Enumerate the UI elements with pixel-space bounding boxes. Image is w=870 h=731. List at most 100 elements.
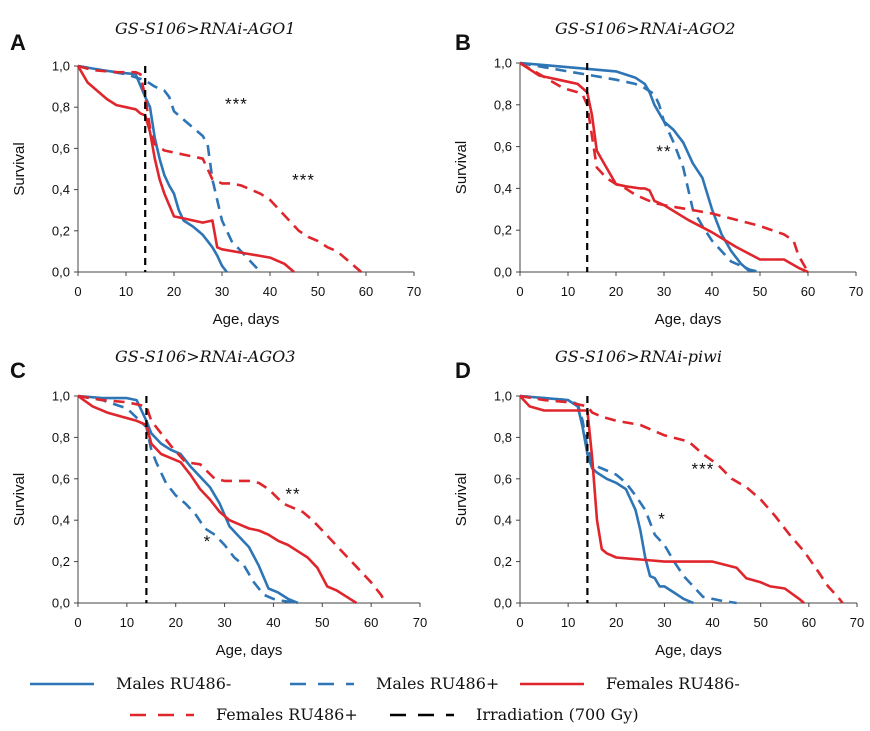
- panels: A GS-S106>RNAi-AGO1 0,0 0,2 0,4 0,6 0,8 1,0 0 10 2…: [10, 19, 864, 659]
- x-tick-label: 10: [561, 284, 575, 299]
- series-line-females-ru486minus: [77, 394, 358, 605]
- y-tick-label: 0,8: [52, 100, 70, 115]
- panel-a: A GS-S106>RNAi-AGO1 0,0 0,2 0,4 0,6 0,8 1,0 0 10 2…: [10, 19, 421, 328]
- panel-title: GS-S106>RNAi-AGO1: [115, 19, 295, 38]
- y-tick-label: 0,0: [52, 596, 70, 611]
- x-tick-label: 0: [516, 284, 523, 299]
- legend-item-females-plus: Females RU486+: [130, 705, 358, 724]
- y-axis-label: Survival: [11, 473, 28, 526]
- panel-b: B GS-S106>RNAi-AGO2 0,0 0,2 0,4 0,6 0,8 1,0 0 10 2…: [453, 19, 863, 328]
- y-tick-label: 1,0: [494, 56, 512, 71]
- panel-c: C GS-S106>RNAi-AGO3 0,0 0,2 0,4 0,6 0,8 1,0 0 10 2…: [10, 347, 427, 659]
- y-tick-label: 0,4: [52, 182, 70, 197]
- significance-annotation: **: [285, 485, 300, 504]
- y-tick-label: 0,2: [52, 223, 70, 238]
- x-tick-label: 50: [753, 284, 767, 299]
- panel-title: GS-S106>RNAi-piwi: [555, 347, 722, 366]
- x-axis-label: Age, days: [213, 311, 280, 328]
- y-axis-label: Survival: [453, 141, 470, 194]
- y-tick-label: 1,0: [52, 59, 70, 74]
- x-tick-label: 0: [74, 284, 81, 299]
- panel-letter: A: [10, 30, 26, 55]
- x-tick-label: 70: [849, 284, 863, 299]
- significance-annotation: **: [656, 142, 671, 161]
- y-tick-label: 0,6: [52, 141, 70, 156]
- x-tick-label: 60: [359, 284, 373, 299]
- y-tick-label: 0,8: [52, 430, 70, 445]
- panel-d: D GS-S106>RNAi-piwi 0,0 0,2 0,4 0,6 0,8 1,0 0 10 2…: [453, 347, 864, 659]
- series-line-males-ru486minus: [77, 394, 299, 605]
- panel-letter: B: [455, 30, 471, 55]
- series-line-females-ru486minus: [76, 65, 295, 273]
- x-tick-label: 60: [802, 615, 816, 630]
- y-tick-label: 0,0: [52, 265, 70, 280]
- series-line-females-ru486plus: [77, 64, 363, 273]
- x-tick-label: 40: [266, 615, 280, 630]
- y-tick-label: 1,0: [52, 389, 70, 404]
- x-tick-label: 70: [407, 284, 421, 299]
- legend-item-irradiation: Irradiation (700 Gy): [390, 705, 639, 724]
- series-line-females-ru486plus: [519, 61, 810, 273]
- series-line-females-ru486minus: [519, 61, 809, 274]
- panel-title: GS-S106>RNAi-AGO3: [115, 347, 295, 366]
- panel-letter: C: [10, 358, 26, 383]
- y-axis-label: Survival: [11, 142, 28, 195]
- significance-annotation: ***: [225, 94, 248, 113]
- x-axis-label: Age, days: [655, 311, 722, 328]
- significance-annotation: ***: [292, 170, 315, 189]
- y-tick-label: 0,6: [494, 471, 512, 486]
- x-axis-label: Age, days: [216, 642, 283, 659]
- legend-item-females-minus: Females RU486-: [520, 674, 740, 693]
- series-line-females-ru486minus: [519, 395, 805, 604]
- x-tick-label: 30: [217, 615, 231, 630]
- x-tick-label: 70: [413, 615, 427, 630]
- x-axis-label: Age, days: [655, 642, 722, 659]
- x-tick-label: 60: [801, 284, 815, 299]
- series-line-males-ru486plus: [519, 394, 737, 605]
- x-tick-label: 20: [167, 284, 181, 299]
- y-tick-label: 0,0: [494, 265, 512, 280]
- legend-item-males-plus: Males RU486+: [290, 674, 499, 693]
- y-axis-label: Survival: [453, 473, 470, 526]
- y-tick-label: 0,6: [494, 139, 512, 154]
- panel-title: GS-S106>RNAi-AGO2: [555, 19, 735, 38]
- x-tick-label: 40: [705, 284, 719, 299]
- x-tick-label: 50: [315, 615, 329, 630]
- legend-label: Irradiation (700 Gy): [476, 705, 639, 724]
- x-tick-label: 10: [119, 284, 133, 299]
- x-tick-label: 10: [120, 615, 134, 630]
- x-tick-label: 20: [609, 284, 623, 299]
- x-tick-label: 30: [215, 284, 229, 299]
- y-tick-label: 0,8: [494, 97, 512, 112]
- x-tick-label: 20: [168, 615, 182, 630]
- y-tick-label: 0,0: [494, 596, 512, 611]
- series-line-males-ru486plus: [77, 64, 262, 273]
- series-line-males-ru486minus: [77, 64, 228, 273]
- series-line-males-ru486plus: [519, 61, 761, 274]
- x-tick-label: 70: [850, 615, 864, 630]
- y-tick-label: 0,2: [494, 554, 512, 569]
- x-tick-label: 40: [263, 284, 277, 299]
- y-tick-label: 0,4: [52, 513, 70, 528]
- series-line-males-ru486minus: [519, 61, 752, 273]
- legend-label: Females RU486-: [606, 674, 740, 693]
- x-tick-label: 10: [561, 615, 575, 630]
- x-tick-label: 0: [74, 615, 81, 630]
- series-line-males-ru486plus: [77, 394, 299, 605]
- x-tick-label: 0: [516, 615, 523, 630]
- significance-annotation: ***: [692, 460, 715, 479]
- series-line-males-ru486minus: [519, 394, 694, 605]
- panel-letter: D: [455, 358, 471, 383]
- series-line-females-ru486plus: [519, 394, 844, 604]
- series-line-females-ru486plus: [77, 394, 387, 604]
- y-tick-label: 0,4: [494, 181, 512, 196]
- legend: Males RU486- Males RU486+ Females RU486- Fe…: [30, 674, 740, 724]
- legend-item-males-minus: Males RU486-: [30, 674, 231, 693]
- y-tick-label: 1,0: [494, 389, 512, 404]
- y-tick-label: 0,4: [494, 513, 512, 528]
- y-tick-label: 0,2: [52, 554, 70, 569]
- x-tick-label: 50: [753, 615, 767, 630]
- x-tick-label: 50: [311, 284, 325, 299]
- y-tick-label: 0,8: [494, 430, 512, 445]
